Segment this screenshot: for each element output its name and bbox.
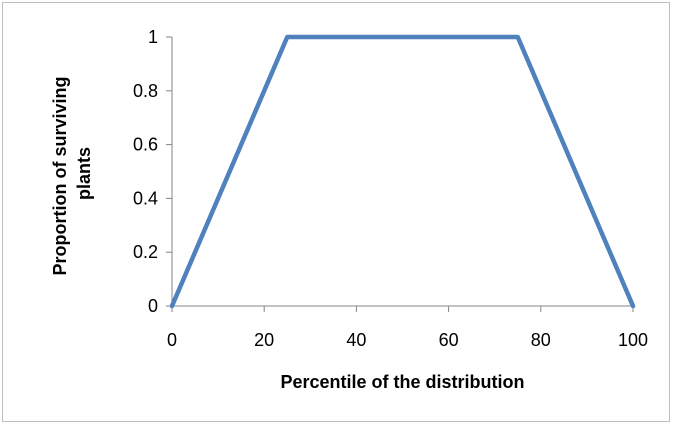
- y-axis-title: Proportion of surviving plants: [50, 71, 94, 275]
- y-tick-label: 0.6: [133, 135, 158, 155]
- chart-frame: [2, 2, 670, 422]
- y-tick-label: 0.8: [133, 81, 158, 101]
- y-axis-title-line-1: Proportion of surviving: [50, 77, 70, 276]
- y-axis: 0 0.2 0.4 0.6 0.8 1: [133, 27, 173, 316]
- x-tick-label: 20: [254, 330, 274, 350]
- y-tick-label: 0: [148, 296, 158, 316]
- x-tick-label: 0: [167, 330, 177, 350]
- y-axis-title-line-2: plants: [74, 147, 94, 200]
- y-tick-label: 1: [148, 27, 158, 47]
- y-tick-label: 0.4: [133, 188, 158, 208]
- x-tick-label: 60: [439, 330, 459, 350]
- y-tick-label: 0.2: [133, 242, 158, 262]
- x-tick-label: 80: [531, 330, 551, 350]
- x-axis: 0 20 40 60 80 100: [167, 305, 648, 350]
- series-line: [169, 34, 636, 309]
- x-tick-label: 40: [346, 330, 366, 350]
- x-axis-title: Percentile of the distribution: [280, 372, 524, 392]
- x-tick-label: 100: [618, 330, 648, 350]
- series-layer: [169, 34, 636, 309]
